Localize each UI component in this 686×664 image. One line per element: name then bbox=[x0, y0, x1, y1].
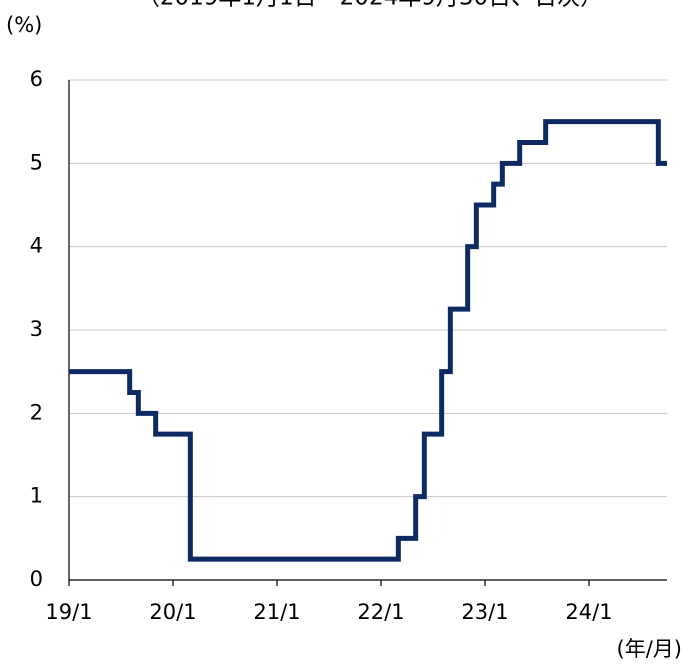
chart-subtitle: （2019年1月1日～2024年9月30日、日次） bbox=[137, 0, 603, 11]
x-tick-label: 19/1 bbox=[45, 600, 92, 624]
y-tick-label: 3 bbox=[30, 317, 43, 341]
x-tick-label: 20/1 bbox=[149, 600, 196, 624]
x-tick-label: 24/1 bbox=[565, 600, 612, 624]
x-tick-label: 23/1 bbox=[461, 600, 508, 624]
y-axis-label: (%) bbox=[6, 13, 42, 37]
x-axis-label: (年/月) bbox=[617, 637, 682, 661]
y-tick-label: 0 bbox=[30, 567, 43, 591]
y-tick-label: 2 bbox=[30, 400, 43, 424]
y-tick-label: 6 bbox=[30, 67, 43, 91]
y-tick-label: 4 bbox=[30, 234, 43, 258]
step-line bbox=[69, 119, 667, 562]
y-tick-label: 1 bbox=[30, 484, 43, 508]
y-tick-label: 5 bbox=[30, 150, 43, 174]
x-tick-label: 22/1 bbox=[357, 600, 404, 624]
x-tick-label: 21/1 bbox=[253, 600, 300, 624]
